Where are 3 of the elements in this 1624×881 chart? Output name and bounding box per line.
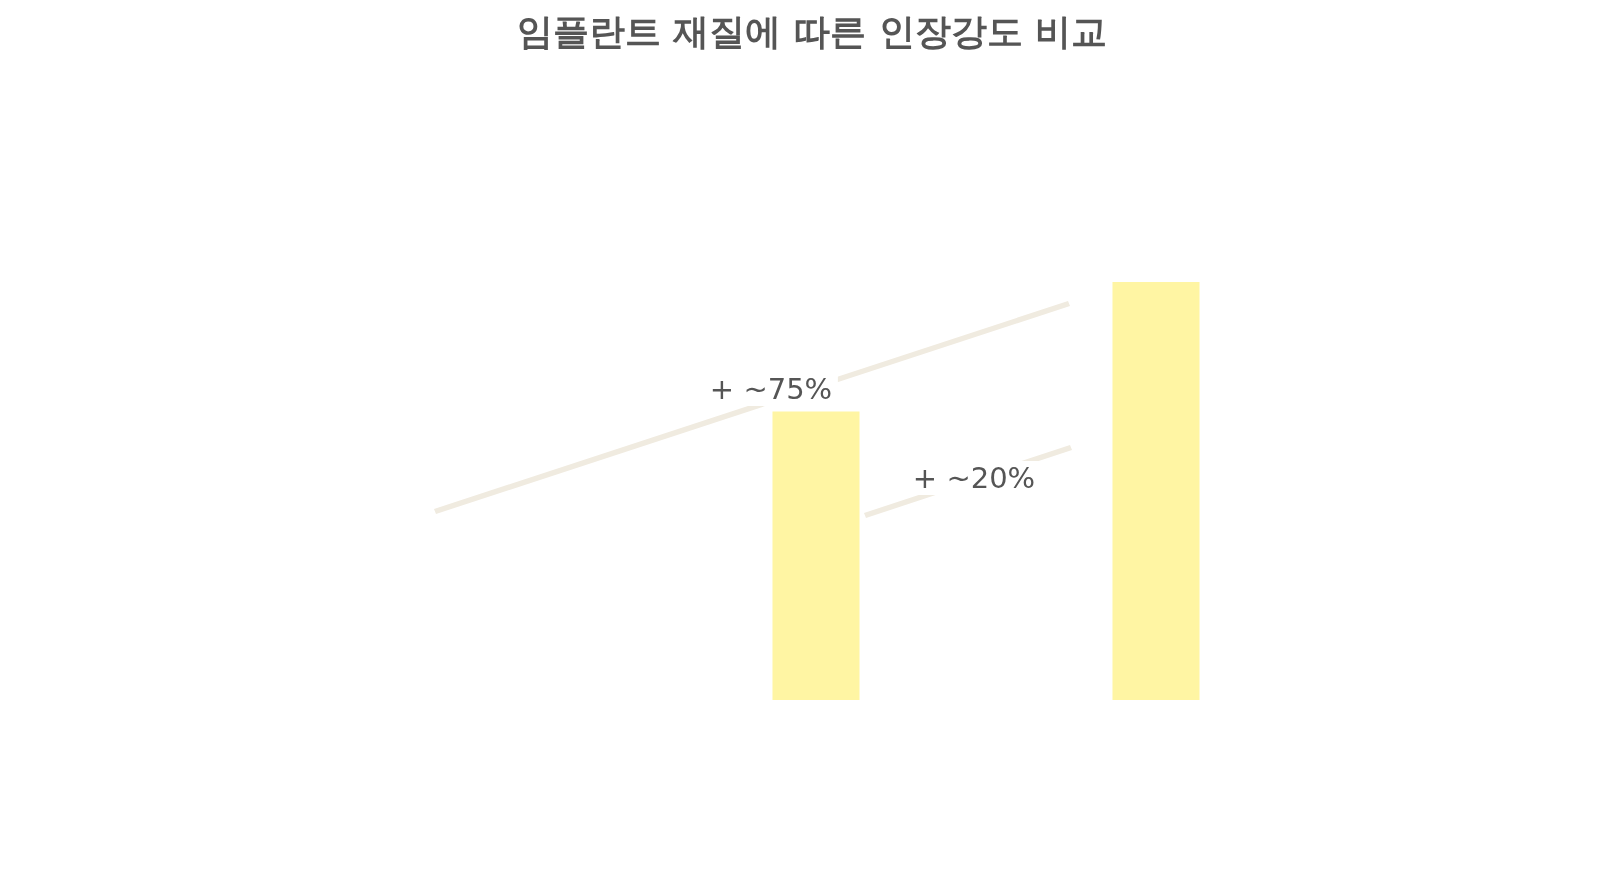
annotation: + ~75% <box>703 372 839 406</box>
annotation: + ~20% <box>906 461 1042 495</box>
chart-title: 임플란트 재질에 따른 인장강도 비교 <box>515 10 1109 54</box>
